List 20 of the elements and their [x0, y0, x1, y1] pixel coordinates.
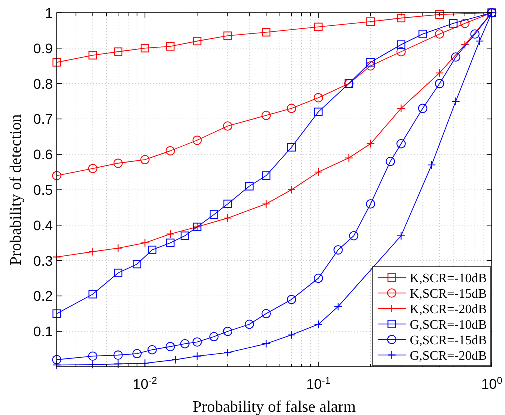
x-tick-label: 10$^{0}$ — [481, 376, 504, 392]
y-tick-label: 1 — [45, 5, 54, 21]
y-tick-label: 0.1 — [34, 324, 54, 340]
legend-label: G,SCR=-10dB — [410, 316, 488, 332]
y-tick-label: 0.9 — [34, 40, 54, 56]
y-tick-label: 0.5 — [34, 182, 54, 198]
legend-label: K,SCR=-10dB — [410, 270, 488, 286]
y-tick-label: 0.2 — [34, 288, 54, 304]
y-axis-title: Probability of detection — [8, 114, 25, 266]
x-tick-label: 10$^{-2}$ — [133, 376, 158, 392]
legend-label: K,SCR=-20dB — [410, 301, 488, 316]
legend-label: K,SCR=-15dB — [410, 286, 488, 301]
y-tick-label: 0.4 — [34, 217, 54, 234]
legend-label: G,SCR=-15dB — [410, 332, 488, 348]
y-tick-label: 0.6 — [34, 146, 54, 163]
y-tick-label: 0.7 — [34, 111, 54, 128]
y-tick-label: 0.8 — [34, 76, 54, 92]
legend-label: G,SCR=-20dB — [410, 348, 488, 363]
y-tick-label: 0.3 — [34, 252, 54, 269]
x-tick-label: 10$^{-1}$ — [306, 376, 331, 392]
